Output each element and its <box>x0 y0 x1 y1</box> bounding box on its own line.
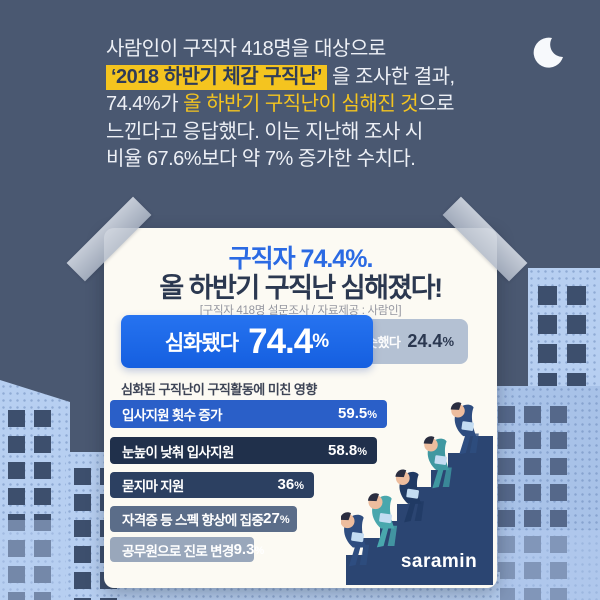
building-window-fade <box>488 530 600 600</box>
bar-value-unit: % <box>357 445 367 458</box>
descending-jobseekers-illustration: saramin <box>339 399 493 585</box>
saramin-logo: saramin <box>401 551 477 572</box>
bar-value: 27% <box>263 510 289 528</box>
answer-label: 심화됐다 <box>164 331 239 355</box>
bar-label: 눈높이 낮춰 입사지원 <box>122 444 234 460</box>
bar-value-number: 58.8 <box>328 441 358 459</box>
card-title-line2: 올 하반기 구직난 심해졌다! <box>159 273 443 303</box>
building-windows <box>8 410 51 600</box>
intro-paragraph: 사람인이 구직자 418명을 대상으로 ‘2018 하반기 체감 구직난’ 을 … <box>106 36 526 174</box>
intro-line-4: 느낀다고 응답했다. 이는 지난해 조사 시 <box>106 120 423 143</box>
bar-value: 58.8% <box>328 442 367 460</box>
answer-unit: % <box>442 334 454 349</box>
survey-card: 구직자 74.4%. 올 하반기 구직난 심해졌다! [구직자 418명 설문조… <box>104 228 497 588</box>
effect-bar-row: 눈높이 낮춰 입사지원 58.8% <box>110 437 377 464</box>
bar-value-number: 36 <box>277 476 295 493</box>
answer-unit: % <box>312 330 330 352</box>
emphasized-text: 올 하반기 구직난이 심해진 것 <box>183 93 419 115</box>
effect-bar-row: 입사지원 횟수 증가 59.5% <box>110 400 387 428</box>
intro-line-5: 비율 67.6%보다 약 7% 증가한 수치다. <box>106 148 416 170</box>
bar-label: 입사지원 횟수 증가 <box>122 408 223 423</box>
intro-line-3-post: 으로 <box>418 93 455 115</box>
effect-bar-row: 묻지마 지원 36% <box>110 472 314 498</box>
bar-value: 36% <box>278 476 304 494</box>
intro-line-1: 사람인이 구직자 418명을 대상으로 <box>106 38 386 60</box>
bar-value-unit: % <box>367 409 377 421</box>
building-windows <box>498 406 567 600</box>
building-left <box>0 380 70 600</box>
intro-line-2-rest: 을 조사한 결과, <box>326 65 455 88</box>
effect-bar-row: 공무원으로 진로 변경 9.3% <box>110 537 264 562</box>
bar-value-number: 9.3 <box>233 540 255 558</box>
intro-line-2: ‘2018 하반기 체감 구직난’ 을 조사한 결과, <box>106 64 526 92</box>
bar-value: 59.5% <box>338 405 377 423</box>
bar-value-number: 59.5 <box>338 405 368 422</box>
intro-line-3: 74.4%가 올 하반기 구직난이 심해진 것으로 <box>106 91 526 119</box>
bar-value-unit: % <box>254 544 265 557</box>
bar-label: 자격증 등 스펙 향상에 집중 <box>122 513 264 528</box>
card-subtitle: [구직자 418명 설문조사 / 자료제공 : 사람인] <box>199 305 402 317</box>
highlighted-survey-title: ‘2018 하반기 체감 구직난’ <box>106 64 327 90</box>
intro-line-3-pre: 74.4%가 <box>106 93 184 115</box>
answer-value: 74.4 <box>248 321 313 361</box>
bar-value-number: 27 <box>263 510 280 527</box>
building-window-fade <box>0 520 70 600</box>
building-right-front <box>488 386 600 600</box>
bar-label: 공무원으로 진로 변경 <box>122 543 234 559</box>
answer-bar-worsened: 심화됐다 74.4 % <box>121 315 373 368</box>
answer-value: 24.4 <box>407 331 443 351</box>
bar-value-unit: % <box>279 514 290 526</box>
effect-chart-title: 심화된 구직난이 구직활동에 미친 영향 <box>121 382 317 397</box>
bar-label: 묻지마 지원 <box>122 479 184 494</box>
bar-value: 9.3% <box>234 541 265 559</box>
crescent-moon-icon <box>531 36 565 70</box>
effect-bar-row: 자격증 등 스펙 향상에 집중 27% <box>110 506 297 532</box>
card-title-line1: 구직자 74.4%. <box>228 245 374 273</box>
bar-value-unit: % <box>294 480 304 492</box>
